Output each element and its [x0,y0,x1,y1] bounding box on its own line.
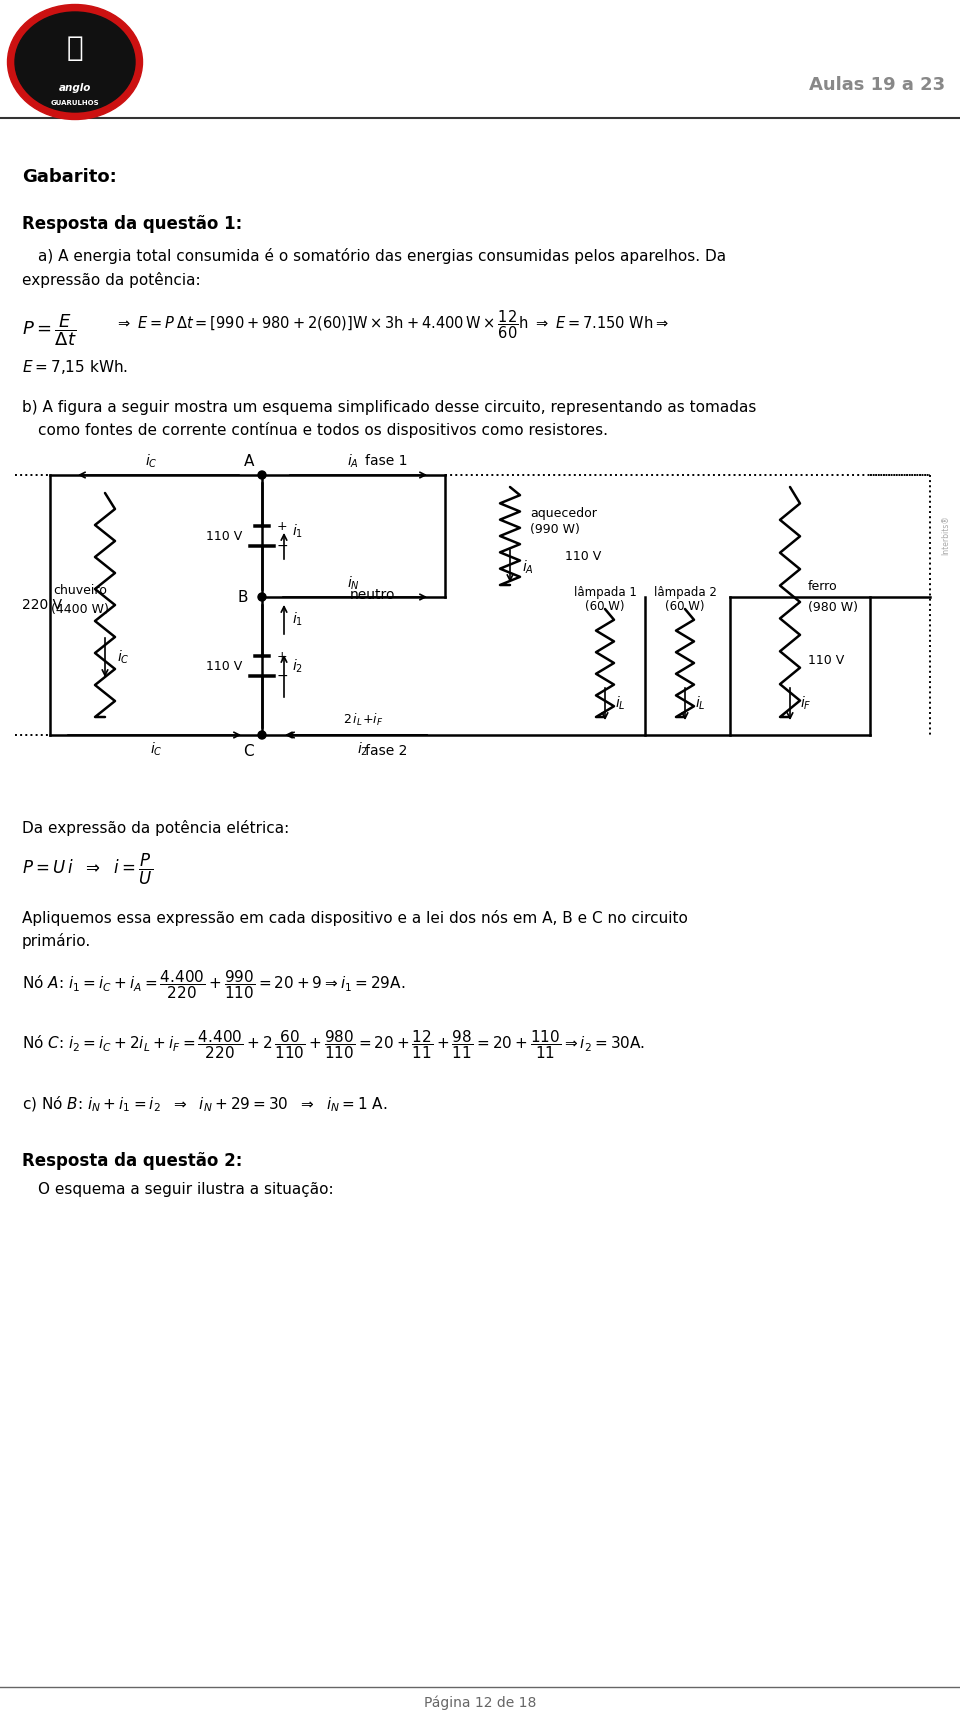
Text: fase 2: fase 2 [365,743,407,757]
Text: lâmpada 1: lâmpada 1 [573,586,636,600]
Text: B: B [237,589,248,605]
Text: 110 V: 110 V [808,653,844,666]
Text: $\Rightarrow\ E = P\,\Delta t = \left[990+980+2(60)\right]\mathrm{W}\times 3\mat: $\Rightarrow\ E = P\,\Delta t = \left[99… [115,308,669,341]
Text: A: A [244,454,254,468]
Text: (980 W): (980 W) [808,601,858,613]
Text: $i_N$: $i_N$ [347,574,359,591]
Text: 110 V: 110 V [205,660,242,673]
Text: C: C [244,743,254,759]
Ellipse shape [15,12,135,111]
Text: 220 V: 220 V [22,598,62,612]
Text: Aulas 19 a 23: Aulas 19 a 23 [809,75,945,94]
Text: primário.: primário. [22,934,91,949]
Text: 🐻: 🐻 [66,34,84,62]
Text: Nó $A$: $i_1 = i_C + i_A = \dfrac{4.400}{220} + \dfrac{990}{110} = 20 + 9 \Right: Nó $A$: $i_1 = i_C + i_A = \dfrac{4.400}… [22,968,405,1000]
Text: $P = U\,i\ \ \Rightarrow\ \ i = \dfrac{P}{U}$: $P = U\,i\ \ \Rightarrow\ \ i = \dfrac{P… [22,851,153,887]
Circle shape [258,731,266,738]
Text: expressão da potência:: expressão da potência: [22,272,201,288]
Text: (4400 W): (4400 W) [51,603,108,617]
Text: $E = 7{,}15\ \mathrm{kWh}.$: $E = 7{,}15\ \mathrm{kWh}.$ [22,358,128,375]
Text: Da expressão da potência elétrica:: Da expressão da potência elétrica: [22,821,289,836]
Text: Interbits®: Interbits® [941,516,950,555]
Text: $i_C$: $i_C$ [145,452,157,469]
Text: $i_2$: $i_2$ [357,740,369,757]
Text: $i_C$: $i_C$ [117,648,130,666]
Text: (990 W): (990 W) [530,524,580,536]
Text: anglo: anglo [59,82,91,93]
Text: $i_1$: $i_1$ [292,522,303,540]
Text: a) A energia total consumida é o somatório das energias consumidas pelos aparelh: a) A energia total consumida é o somatór… [38,248,726,264]
Text: ferro: ferro [808,581,838,593]
Text: b) A figura a seguir mostra um esquema simplificado desse circuito, representand: b) A figura a seguir mostra um esquema s… [22,401,756,415]
Text: O esquema a seguir ilustra a situação:: O esquema a seguir ilustra a situação: [38,1182,334,1197]
Text: $i_F$: $i_F$ [800,694,811,711]
Text: c) Nó $B$: $i_N + i_1 = i_2\ \ \Rightarrow\ \ i_N + 29 = 30\ \ \Rightarrow\ \ i_: c) Nó $B$: $i_N + i_1 = i_2\ \ \Rightarr… [22,1095,388,1115]
Text: Página 12 de 18: Página 12 de 18 [423,1696,537,1710]
Text: $P = \dfrac{E}{\Delta t}$: $P = \dfrac{E}{\Delta t}$ [22,312,77,348]
Text: $i_2$: $i_2$ [292,658,303,675]
Text: Apliquemos essa expressão em cada dispositivo e a lei dos nós em A, B e C no cir: Apliquemos essa expressão em cada dispos… [22,910,688,927]
Text: −: − [277,540,289,553]
Text: neutro: neutro [350,588,396,601]
Text: 110 V: 110 V [565,550,601,562]
Text: $2\,i_L\!+\!i_F$: $2\,i_L\!+\!i_F$ [343,713,383,728]
Text: lâmpada 2: lâmpada 2 [654,586,716,600]
Text: GUARULHOS: GUARULHOS [51,99,99,106]
Text: como fontes de corrente contínua e todos os dispositivos como resistores.: como fontes de corrente contínua e todos… [38,421,608,439]
Text: Resposta da questão 1:: Resposta da questão 1: [22,216,242,233]
Text: $i_A$: $i_A$ [522,558,534,576]
Text: Nó $C$: $i_2 = i_C + 2i_L + i_F = \dfrac{4.400}{220} + 2\,\dfrac{60}{110} + \dfr: Nó $C$: $i_2 = i_C + 2i_L + i_F = \dfrac… [22,1028,645,1060]
Text: chuveiro: chuveiro [53,584,107,596]
Text: fase 1: fase 1 [365,454,407,468]
Text: $i_1$: $i_1$ [292,610,303,627]
Text: $i_L$: $i_L$ [695,694,706,711]
Text: $i_A$: $i_A$ [348,452,359,469]
Text: +: + [277,519,288,533]
Ellipse shape [8,5,142,120]
Text: 110 V: 110 V [205,529,242,543]
Text: $i_L$: $i_L$ [615,694,626,711]
Text: Gabarito:: Gabarito: [22,168,117,187]
Text: −: − [277,670,289,683]
Circle shape [258,471,266,480]
Text: (60 W): (60 W) [586,600,625,613]
Text: aquecedor: aquecedor [530,507,597,519]
Circle shape [258,593,266,601]
Text: Resposta da questão 2:: Resposta da questão 2: [22,1153,242,1170]
Text: (60 W): (60 W) [665,600,705,613]
Text: $i_C$: $i_C$ [150,740,162,757]
Text: +: + [277,649,288,663]
